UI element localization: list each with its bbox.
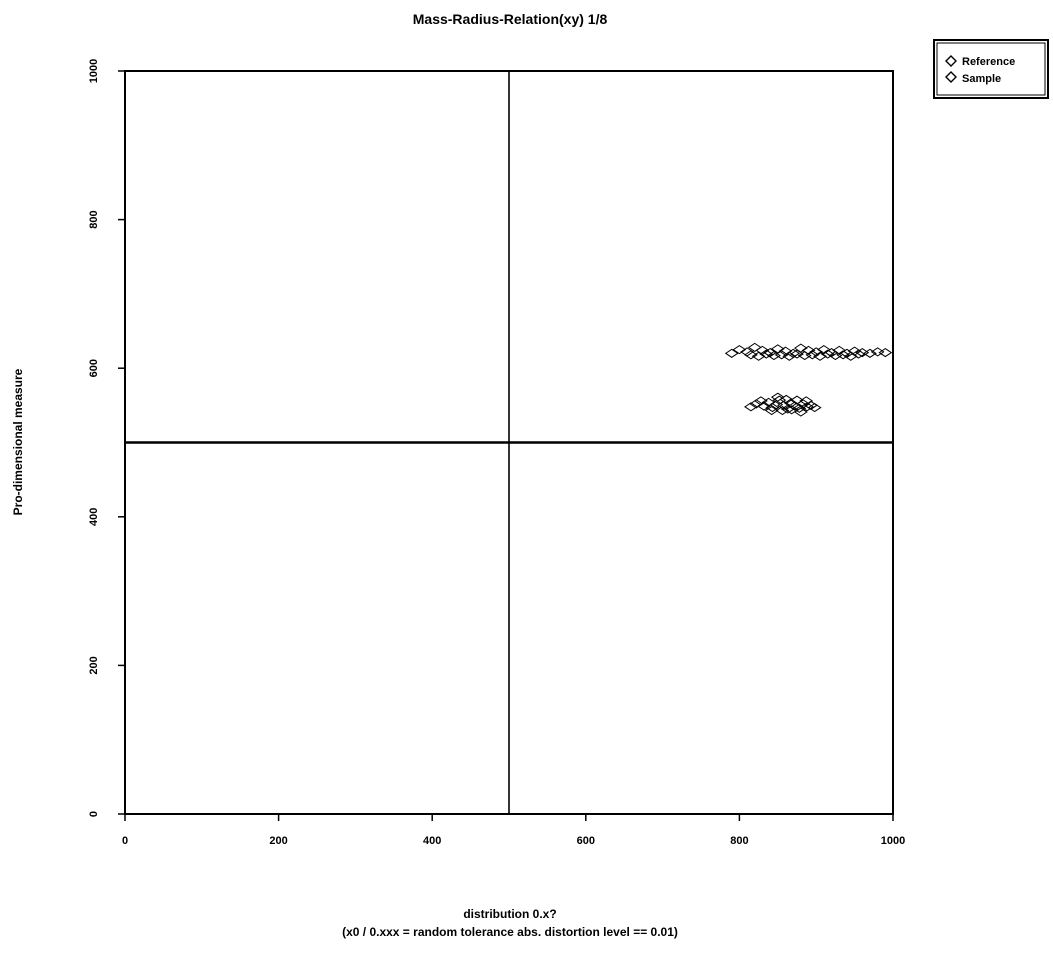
data-point-reference <box>774 350 789 360</box>
x-tick-label: 200 <box>269 835 287 847</box>
data-point-reference <box>782 351 797 361</box>
x-tick-label: 800 <box>730 835 748 847</box>
data-point-reference <box>813 351 827 361</box>
data-point-reference <box>767 350 781 361</box>
data-point-reference <box>816 345 831 355</box>
data-point-reference <box>878 347 893 358</box>
data-point-sample <box>807 402 822 413</box>
data-point-reference <box>797 350 812 361</box>
legend-marker-sample <box>945 71 957 83</box>
y-axis-label: Pro-dimensional measure <box>11 368 25 515</box>
data-point-reference <box>820 349 835 359</box>
x-axis-label: distribution 0.x? <box>463 907 556 921</box>
x-tick-label: 600 <box>577 835 595 847</box>
data-point-reference <box>732 345 747 355</box>
data-point-reference <box>790 349 804 359</box>
data-point-reference <box>863 348 877 358</box>
y-tick-label: 0 <box>88 811 100 817</box>
points-layer <box>724 342 893 417</box>
legend-box <box>933 39 1049 99</box>
legend-label-sample: Sample <box>962 73 1001 85</box>
data-point-reference <box>747 342 762 352</box>
data-point-sample <box>757 401 771 411</box>
data-point-sample <box>792 403 807 413</box>
data-point-sample <box>749 399 764 409</box>
data-point-reference <box>724 348 739 358</box>
data-point-sample <box>754 396 768 406</box>
data-point-reference <box>759 349 774 359</box>
legend-label-reference: Reference <box>962 56 1015 68</box>
x-axis-label-line2: (x0 / 0.xxx = random tolerance abs. dist… <box>342 925 678 939</box>
y-tick-label: 800 <box>88 210 100 228</box>
x-tick-label: 1000 <box>881 835 905 847</box>
data-point-sample <box>777 400 791 410</box>
data-point-reference <box>744 350 758 360</box>
data-point-sample <box>779 394 794 405</box>
data-point-sample <box>764 405 779 416</box>
data-point-sample <box>793 407 808 417</box>
y-tick-label: 1000 <box>88 59 100 83</box>
data-point-reference <box>828 350 843 361</box>
chart-title: Mass-Radius-Relation(xy) 1/8 <box>413 11 608 27</box>
data-point-reference <box>805 350 820 360</box>
data-point-reference <box>843 351 858 361</box>
legend: Reference Sample <box>933 39 1049 99</box>
data-point-sample <box>770 392 785 402</box>
data-point-sample <box>744 402 758 412</box>
data-point-reference <box>751 351 766 361</box>
data-point-reference <box>851 349 866 359</box>
x-tick-label: 400 <box>423 835 441 847</box>
data-point-sample <box>790 395 804 405</box>
data-point-sample <box>784 405 799 415</box>
x-tick-label: 0 <box>122 835 128 847</box>
data-point-reference <box>836 350 850 360</box>
y-tick-label: 600 <box>88 359 100 377</box>
y-tick-label: 200 <box>88 656 100 674</box>
axes-layer: 0 200 400 600 800 1000 0 200 400 600 800 1000 <box>88 59 905 847</box>
legend-marker-reference <box>945 55 957 67</box>
data-point-sample <box>799 396 814 406</box>
data-point-sample <box>765 402 780 413</box>
y-tick-label: 400 <box>88 508 100 526</box>
